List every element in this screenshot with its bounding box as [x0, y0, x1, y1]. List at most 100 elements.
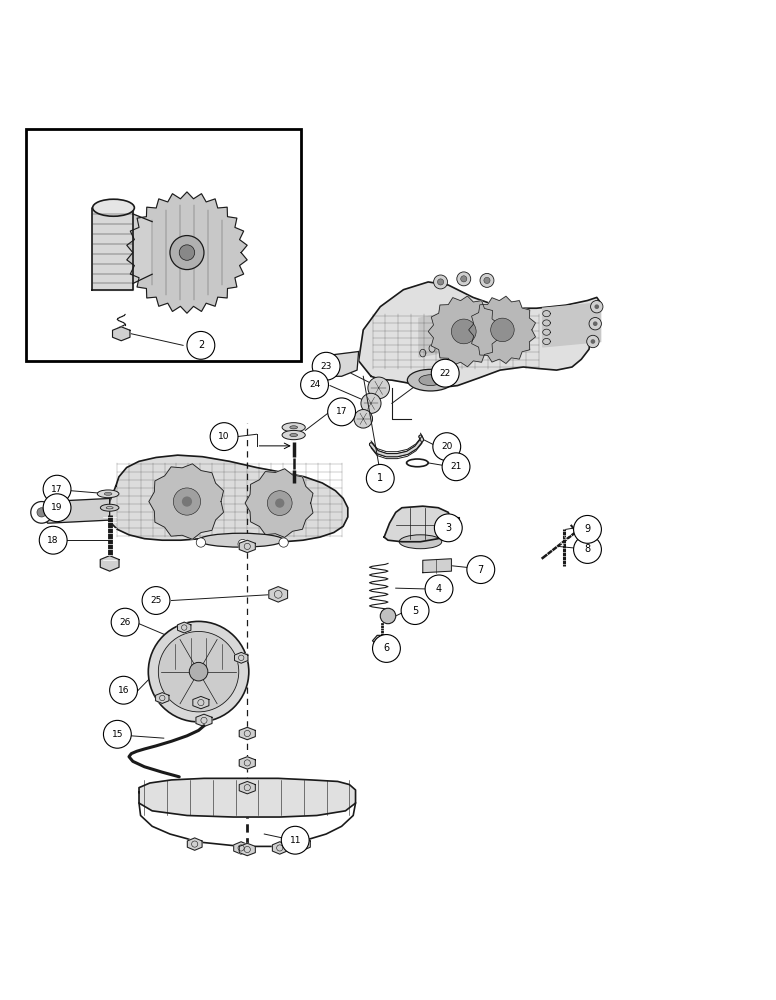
Polygon shape	[193, 696, 209, 709]
Polygon shape	[239, 540, 255, 553]
Polygon shape	[42, 498, 109, 523]
Polygon shape	[155, 693, 169, 703]
Circle shape	[238, 539, 248, 549]
Circle shape	[315, 356, 334, 375]
Text: 15: 15	[112, 730, 123, 739]
Circle shape	[196, 538, 206, 547]
Circle shape	[467, 556, 495, 584]
Circle shape	[281, 826, 309, 854]
Text: 6: 6	[383, 643, 390, 653]
Ellipse shape	[104, 492, 112, 495]
Polygon shape	[419, 307, 481, 357]
Text: 21: 21	[450, 462, 462, 471]
Polygon shape	[239, 781, 255, 794]
Polygon shape	[239, 727, 255, 740]
Text: 26: 26	[120, 618, 131, 627]
Polygon shape	[100, 556, 119, 571]
Polygon shape	[239, 843, 255, 856]
Ellipse shape	[282, 430, 305, 440]
Text: 11: 11	[289, 836, 301, 845]
Circle shape	[490, 318, 514, 342]
Polygon shape	[542, 303, 601, 347]
Ellipse shape	[92, 199, 134, 216]
Circle shape	[461, 276, 467, 282]
Circle shape	[361, 393, 381, 413]
Circle shape	[366, 464, 394, 492]
Circle shape	[37, 508, 47, 517]
Circle shape	[589, 318, 601, 330]
Circle shape	[158, 631, 239, 712]
Circle shape	[182, 496, 192, 507]
Circle shape	[109, 676, 137, 704]
Polygon shape	[324, 352, 359, 376]
Circle shape	[142, 587, 170, 614]
Circle shape	[434, 275, 448, 289]
Ellipse shape	[399, 535, 442, 549]
Ellipse shape	[199, 533, 283, 547]
Ellipse shape	[289, 426, 297, 429]
Polygon shape	[423, 559, 452, 573]
Text: 8: 8	[584, 544, 591, 554]
Polygon shape	[359, 282, 601, 388]
FancyBboxPatch shape	[26, 129, 300, 361]
Polygon shape	[126, 192, 247, 313]
Circle shape	[170, 236, 204, 270]
Text: 16: 16	[118, 686, 130, 695]
Circle shape	[433, 433, 461, 461]
Polygon shape	[149, 464, 223, 539]
Circle shape	[268, 491, 292, 515]
Polygon shape	[178, 622, 191, 633]
Polygon shape	[196, 714, 212, 727]
Circle shape	[40, 526, 67, 554]
Polygon shape	[272, 842, 287, 854]
Polygon shape	[139, 778, 355, 817]
Text: 18: 18	[47, 536, 59, 545]
Circle shape	[189, 662, 208, 681]
Circle shape	[452, 319, 476, 344]
Polygon shape	[92, 208, 133, 290]
Text: 22: 22	[439, 369, 451, 378]
Circle shape	[187, 331, 215, 359]
Text: 4: 4	[436, 584, 442, 594]
Polygon shape	[469, 296, 535, 363]
Ellipse shape	[100, 504, 119, 511]
Circle shape	[480, 273, 494, 287]
Polygon shape	[245, 469, 313, 537]
Circle shape	[380, 608, 396, 624]
Text: 3: 3	[445, 523, 452, 533]
Circle shape	[431, 359, 459, 387]
Text: 23: 23	[320, 362, 332, 371]
Ellipse shape	[282, 423, 305, 432]
Circle shape	[275, 498, 284, 508]
Circle shape	[173, 488, 200, 515]
Circle shape	[484, 277, 490, 283]
Circle shape	[368, 377, 390, 399]
Circle shape	[320, 362, 328, 369]
Text: 9: 9	[584, 524, 591, 534]
Text: 2: 2	[198, 340, 204, 350]
Polygon shape	[428, 296, 498, 367]
Polygon shape	[239, 757, 255, 769]
Circle shape	[300, 371, 328, 399]
Circle shape	[591, 301, 603, 313]
Circle shape	[425, 575, 453, 603]
Polygon shape	[234, 652, 248, 663]
Polygon shape	[268, 587, 288, 602]
Circle shape	[43, 494, 71, 522]
Text: 17: 17	[51, 485, 63, 494]
Ellipse shape	[419, 375, 442, 386]
Circle shape	[312, 352, 340, 380]
Circle shape	[401, 597, 429, 624]
Polygon shape	[449, 517, 459, 529]
Circle shape	[438, 279, 444, 285]
Circle shape	[372, 635, 400, 662]
Polygon shape	[108, 455, 348, 542]
Circle shape	[591, 339, 595, 344]
Ellipse shape	[97, 490, 119, 498]
Circle shape	[279, 538, 288, 547]
Text: 10: 10	[218, 432, 230, 441]
Circle shape	[111, 608, 139, 636]
Polygon shape	[187, 838, 202, 850]
Circle shape	[442, 453, 470, 481]
Circle shape	[327, 398, 355, 426]
